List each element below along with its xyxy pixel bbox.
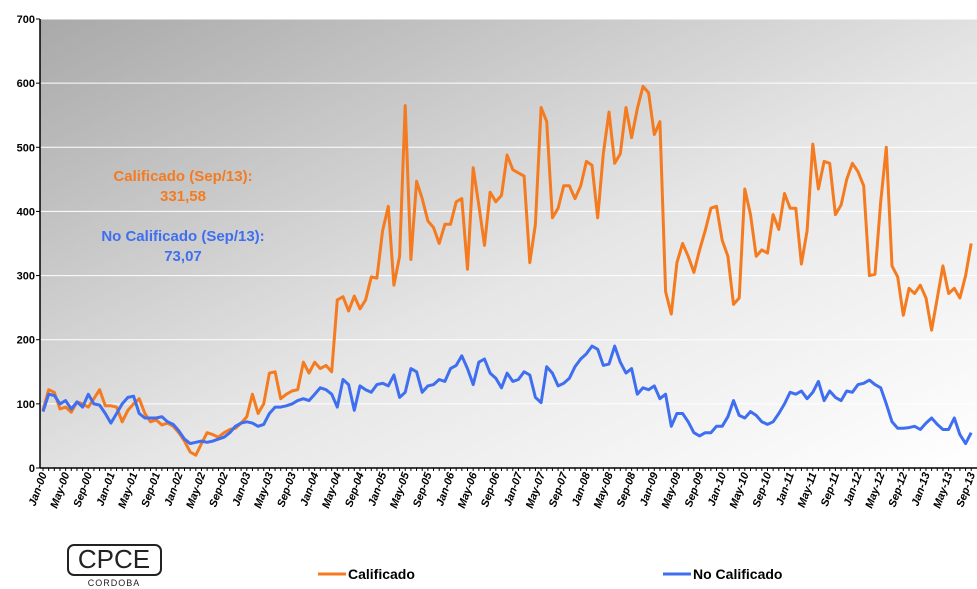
x-tick-label: Jan-08 (570, 470, 593, 508)
x-tick-label: Sep-10 (751, 470, 775, 509)
y-tick-label: 600 (17, 78, 35, 90)
series-line (41, 344, 973, 446)
logo-frame (67, 544, 162, 576)
annotation: No Calificado (Sep/13): (101, 228, 264, 245)
x-tick-label: May-03 (252, 471, 276, 510)
x-tick-label: May-06 (456, 470, 480, 510)
annotation-value: 73,07 (164, 248, 202, 265)
x-tick-label: May-09 (660, 470, 684, 510)
x-tick-label: May-12 (863, 471, 887, 510)
logo: CPCE CORDOBA (67, 544, 162, 588)
x-tick-label: Jan-12 (842, 471, 865, 508)
x-tick-label: Sep-07 (547, 470, 571, 509)
x-tick-label: Sep-03 (275, 471, 299, 509)
x-tick-label: Sep-00 (71, 470, 95, 509)
x-tick-label: May-05 (388, 470, 412, 510)
x-tick-label: Sep-11 (819, 471, 842, 508)
x-tick-label: Sep-13 (954, 471, 977, 509)
legend-label: Calificado (348, 566, 415, 582)
x-tick-label: May-01 (116, 471, 140, 510)
logo-subtitle: CORDOBA (88, 578, 141, 588)
x-tick-label: Jan-03 (230, 471, 253, 508)
x-tick-label: Sep-08 (615, 470, 639, 509)
logo-title: CPCE (78, 544, 150, 574)
x-tick-label: May-07 (524, 470, 548, 510)
x-tick-label: Sep-04 (343, 471, 367, 509)
x-tick-label: Jan-01 (95, 471, 118, 508)
y-tick-label: 400 (17, 206, 35, 218)
x-tick-label: Sep-05 (411, 470, 435, 509)
x-tick-label: Sep-09 (683, 470, 707, 509)
x-tick-label: Jan-11 (774, 471, 797, 507)
x-tick-label: May-11 (796, 471, 820, 509)
y-tick-label: 100 (17, 399, 35, 411)
x-tick-label: Jan-13 (910, 471, 933, 508)
series-line (41, 84, 973, 457)
x-tick-label: Sep-02 (207, 471, 231, 509)
y-tick-label: 200 (17, 335, 35, 347)
x-tick-label: May-10 (728, 470, 752, 510)
x-tick-label: May-04 (320, 471, 344, 510)
x-tick-label: Jan-00 (27, 470, 50, 508)
x-tick-label: May-00 (48, 470, 72, 510)
annotation: Calificado (Sep/13): (113, 168, 252, 185)
x-tick-label: May-13 (931, 471, 955, 510)
y-tick-label: 300 (17, 271, 35, 283)
y-tick-label: 500 (17, 142, 35, 154)
x-tick-label: Sep-06 (479, 470, 503, 509)
x-tick-label: Sep-12 (887, 471, 911, 509)
y-tick-label: 700 (17, 14, 35, 26)
x-tick-label: Jan-05 (366, 470, 389, 508)
x-tick-label: Jan-06 (434, 470, 457, 508)
x-tick-label: May-08 (592, 470, 616, 510)
x-tick-label: Jan-09 (638, 470, 661, 508)
x-tick-label: Jan-10 (706, 470, 729, 508)
x-tick-label: Jan-07 (502, 470, 525, 508)
x-tick-label: Jan-04 (298, 471, 321, 508)
y-tick-label: 0 (29, 463, 35, 475)
x-tick-label: Sep-01 (139, 471, 163, 509)
annotation-value: 331,58 (160, 188, 206, 205)
x-tick-label: May-02 (184, 471, 208, 510)
legend-label: No Calificado (693, 566, 782, 582)
x-tick-label: Jan-02 (162, 471, 185, 508)
